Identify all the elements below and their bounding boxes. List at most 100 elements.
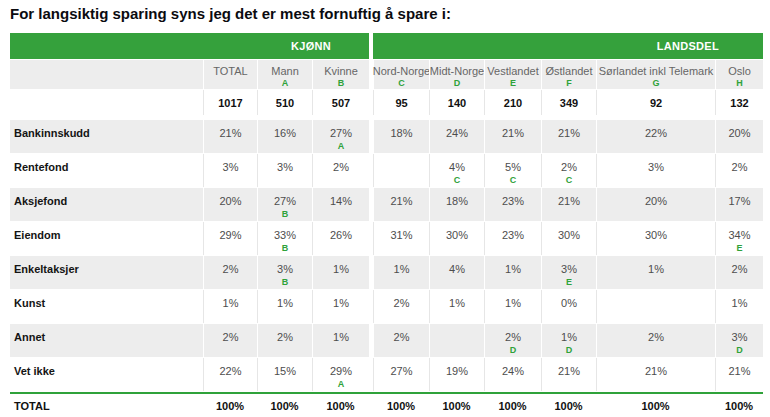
- total-cell: 100%: [715, 394, 763, 417]
- column-label: Sørlandet inkl Telemark: [599, 65, 714, 78]
- column-letter: G: [652, 78, 659, 89]
- cell-value: 23%: [502, 228, 524, 243]
- significance-letter: C: [510, 175, 517, 186]
- column-header: ØstlandetF: [541, 60, 596, 89]
- group-header-row: KJØNN LANDSDEL: [10, 33, 763, 59]
- row-label: Kunst: [10, 290, 203, 323]
- cell-value: 3%: [732, 330, 748, 345]
- row-label-text: Enkeltaksjer: [14, 262, 79, 277]
- base-counts-row: 10175105079514021034992132: [10, 90, 763, 115]
- table-cell: 2%: [203, 256, 257, 289]
- total-value: 100%: [270, 400, 298, 412]
- cell-value: 1%: [394, 262, 410, 277]
- significance-letter: D: [510, 345, 517, 356]
- table-cell: 1%D: [541, 324, 596, 357]
- column-letter: H: [736, 78, 743, 89]
- cell-value: 3%: [648, 160, 664, 175]
- significance-letter: A: [338, 379, 345, 390]
- total-cell: 100%: [312, 394, 369, 417]
- cell-value: 4%: [449, 160, 465, 175]
- column-header: MannA: [257, 60, 312, 89]
- cell-value: 19%: [446, 364, 468, 379]
- table-row: Rentefond3%3%2%4%C5%C2%C3%2%: [10, 154, 763, 187]
- table-cell: 18%: [429, 188, 484, 221]
- cell-value: 3%: [277, 262, 293, 277]
- table-cell: 21%: [484, 120, 541, 153]
- significance-letter: D: [566, 345, 573, 356]
- table-cell: 16%: [257, 120, 312, 153]
- table-cell: 21%: [715, 358, 763, 391]
- cell-value: 1%: [333, 262, 349, 277]
- cell-value: 21%: [502, 126, 524, 141]
- cell-value: 1%: [561, 330, 577, 345]
- cell-value: 30%: [645, 228, 667, 243]
- cell-value: 3%: [223, 160, 239, 175]
- cell-value: 20%: [728, 126, 750, 141]
- table-cell: 15%: [257, 358, 312, 391]
- cell-value: 2%: [732, 262, 748, 277]
- row-label: Annet: [10, 324, 203, 357]
- table-cell: 29%A: [312, 358, 369, 391]
- cell-value: 2%: [505, 330, 521, 345]
- table-row: Bankinnskudd21%16%27%A18%24%21%21%22%20%: [10, 120, 763, 153]
- table-cell: 21%: [373, 188, 429, 221]
- table-cell: 0%: [541, 290, 596, 323]
- row-label: Rentefond: [10, 154, 203, 187]
- cell-value: 2%: [277, 330, 293, 345]
- row-label: Aksjefond: [10, 188, 203, 221]
- table-row: Annet2%2%1%2%2%D1%D2%3%D: [10, 324, 763, 357]
- base-count-cell: 507: [312, 90, 369, 115]
- cell-value: 30%: [558, 228, 580, 243]
- cell-value: 3%: [561, 262, 577, 277]
- cell-value: 2%: [223, 330, 239, 345]
- base-count-cell: 92: [596, 90, 715, 115]
- table-cell: 3%: [257, 154, 312, 187]
- significance-letter: B: [282, 277, 289, 288]
- cell-value: 2%: [732, 160, 748, 175]
- group-landsdel: LANDSDEL: [373, 33, 763, 59]
- cell-value: 21%: [558, 194, 580, 209]
- cell-value: 21%: [558, 364, 580, 379]
- base-count: 210: [504, 97, 522, 109]
- total-row-label: TOTAL: [10, 394, 203, 417]
- table-cell: 3%: [596, 154, 715, 187]
- column-header: Midt-NorgeD: [429, 60, 484, 89]
- base-count: 132: [730, 97, 748, 109]
- total-value: 100%: [216, 400, 244, 412]
- column-label: Midt-Norge: [430, 65, 484, 78]
- table-cell: 30%: [429, 222, 484, 255]
- table-cell: [429, 324, 484, 357]
- table-cell: 1%: [312, 324, 369, 357]
- table-cell: 1%: [484, 256, 541, 289]
- column-letter: A: [282, 78, 289, 89]
- cell-value: 30%: [446, 228, 468, 243]
- cell-value: 2%: [561, 160, 577, 175]
- cell-value: 1%: [333, 330, 349, 345]
- column-label: TOTAL: [213, 65, 247, 78]
- total-row-label-text: TOTAL: [14, 400, 50, 412]
- table-cell: 27%B: [257, 188, 312, 221]
- table-cell: 3%: [203, 154, 257, 187]
- cell-value: 1%: [505, 262, 521, 277]
- table-cell: 20%: [596, 188, 715, 221]
- cell-value: 31%: [390, 228, 412, 243]
- row-label-text: Aksjefond: [14, 194, 67, 209]
- table-cell: 1%: [484, 290, 541, 323]
- cell-value: 26%: [330, 228, 352, 243]
- total-value: 100%: [387, 400, 415, 412]
- significance-letter: E: [736, 243, 742, 254]
- column-letter: D: [454, 78, 461, 89]
- base-count-cell: 210: [484, 90, 541, 115]
- cell-value: 29%: [330, 364, 352, 379]
- total-value: 100%: [641, 400, 669, 412]
- counts-spacer: [10, 90, 203, 115]
- cell-value: 21%: [728, 364, 750, 379]
- cell-value: 1%: [277, 296, 293, 311]
- table-cell: 29%: [203, 222, 257, 255]
- total-cell: 100%: [596, 394, 715, 417]
- cell-value: 20%: [645, 194, 667, 209]
- column-letter: C: [398, 78, 405, 89]
- group-landsdel-label: LANDSDEL: [657, 40, 719, 52]
- total-value: 100%: [442, 400, 470, 412]
- report-page: For langsiktig sparing syns jeg det er m…: [0, 0, 770, 417]
